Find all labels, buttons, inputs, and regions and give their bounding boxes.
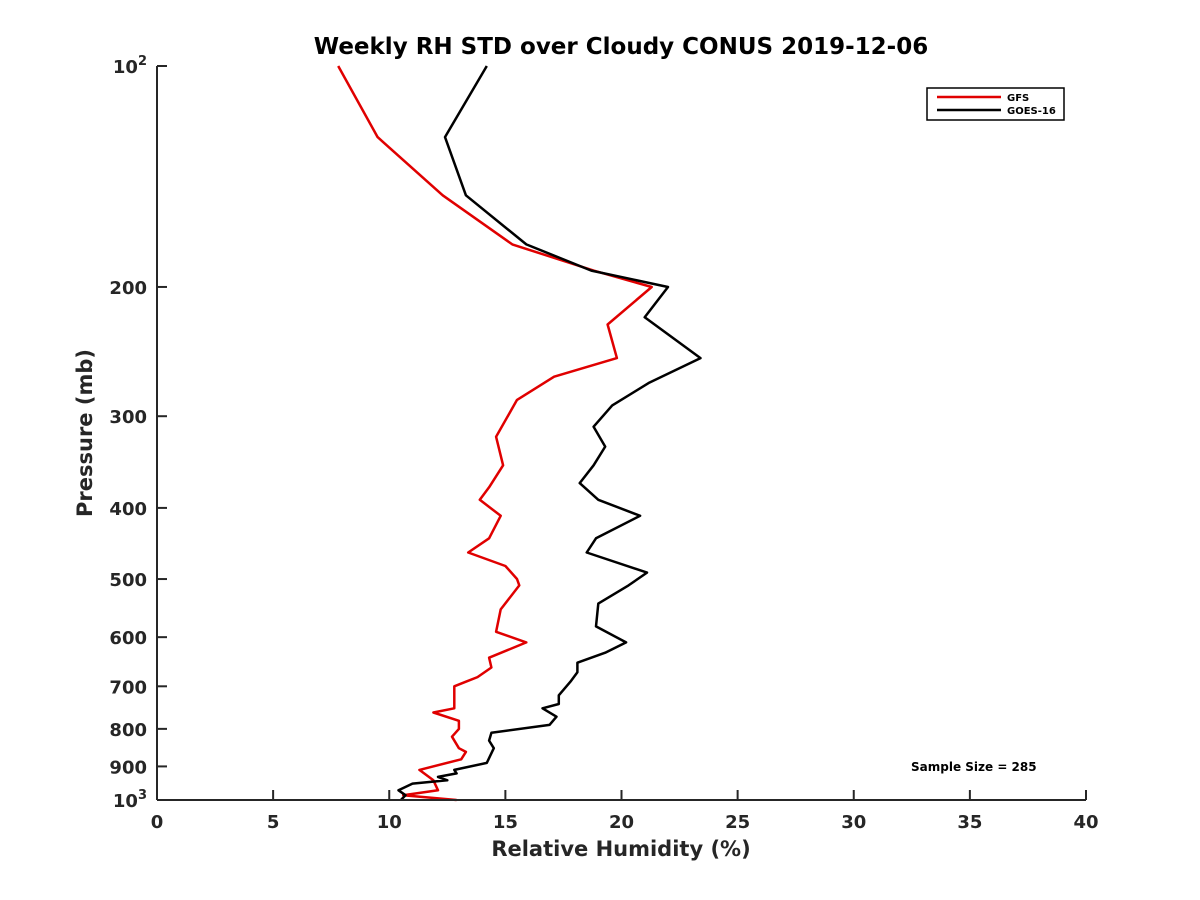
legend: GFS GOES-16	[926, 87, 1065, 121]
series-line-goes16	[397, 65, 702, 801]
series-line-gfs	[337, 65, 653, 802]
x-tick-label-35: 35	[957, 812, 982, 833]
x-tick-layer: 0 5 10 15 20 25 30 35 40	[151, 790, 1099, 833]
x-tick-label-0: 0	[151, 812, 164, 833]
x-tick-label-10: 10	[377, 812, 402, 833]
x-axis-label: Relative Humidity (%)	[491, 837, 750, 861]
x-tick-label-15: 15	[493, 812, 518, 833]
y-tick-label-900: 900	[109, 757, 147, 778]
y-axis-label: Pressure (mb)	[73, 349, 97, 517]
x-tick-label-5: 5	[267, 812, 280, 833]
y-tick-label-500: 500	[109, 570, 147, 591]
y-tick-label-300: 300	[109, 407, 147, 428]
x-tick-label-40: 40	[1073, 812, 1098, 833]
chart-title: Weekly RH STD over Cloudy CONUS 2019-12-…	[314, 34, 928, 60]
y-tick-label-400: 400	[109, 499, 147, 520]
y-tick-layer: 102 200 300 400 500 600 700 800 900 103	[109, 54, 167, 812]
legend-label-gfs: GFS	[1007, 93, 1029, 104]
y-tick-label-100: 102	[113, 54, 147, 78]
legend-box	[926, 87, 1065, 121]
sample-size-annotation: Sample Size = 285	[911, 760, 1037, 774]
x-tick-label-20: 20	[609, 812, 634, 833]
y-tick-label-600: 600	[109, 628, 147, 649]
y-tick-label-700: 700	[109, 677, 147, 698]
y-tick-label-200: 200	[109, 278, 147, 299]
y-tick-label-1000: 103	[113, 788, 147, 812]
x-tick-label-25: 25	[725, 812, 750, 833]
series-layer	[337, 65, 702, 802]
x-tick-label-30: 30	[841, 812, 866, 833]
y-tick-label-800: 800	[109, 720, 147, 741]
legend-label-goes16: GOES-16	[1007, 106, 1056, 117]
